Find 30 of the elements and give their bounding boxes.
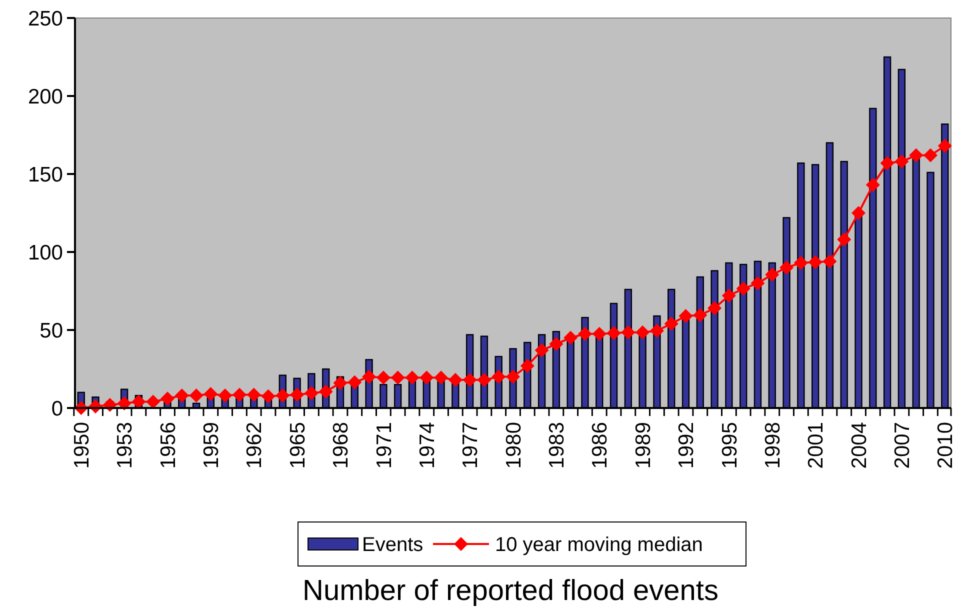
legend-label: 10 year moving median — [495, 534, 703, 556]
y-tick-label: 250 — [28, 7, 63, 30]
x-tick-label: 1971 — [372, 422, 396, 469]
y-tick-label: 0 — [51, 397, 63, 420]
x-tick-label: 1968 — [330, 422, 353, 469]
x-tick-label: 1953 — [114, 422, 137, 469]
x-tick-label: 1959 — [200, 422, 224, 469]
x-tick-label: 2004 — [848, 422, 871, 469]
x-tick-label: 1977 — [459, 422, 482, 469]
x-tick-label: 1998 — [761, 422, 784, 469]
x-tick-label: 1962 — [243, 422, 266, 469]
y-tick-label: 100 — [28, 241, 63, 264]
x-tick-label: 1956 — [156, 422, 180, 469]
text: Number of reported flood events — [302, 575, 718, 607]
x-tick-label: 1974 — [416, 422, 439, 469]
x-tick-label: 1965 — [286, 422, 310, 469]
x-tick-label: 1992 — [675, 422, 698, 469]
x-tick-label: 2001 — [804, 422, 828, 469]
x-tick-label: 1950 — [70, 422, 94, 469]
x-tick-label: 1986 — [588, 422, 612, 469]
x-tick-label: 1995 — [718, 422, 742, 469]
legend-label: Events — [362, 534, 424, 556]
x-tick-label: 1989 — [632, 422, 655, 469]
y-tick-label: 200 — [28, 85, 63, 108]
y-tick-label: 50 — [40, 319, 63, 342]
x-tick-label: 1980 — [502, 422, 526, 469]
x-tick-label: 1983 — [546, 422, 569, 469]
x-tick-label: 2010 — [934, 422, 958, 469]
y-tick-label: 150 — [28, 163, 63, 186]
x-tick-label: 2007 — [891, 422, 914, 469]
